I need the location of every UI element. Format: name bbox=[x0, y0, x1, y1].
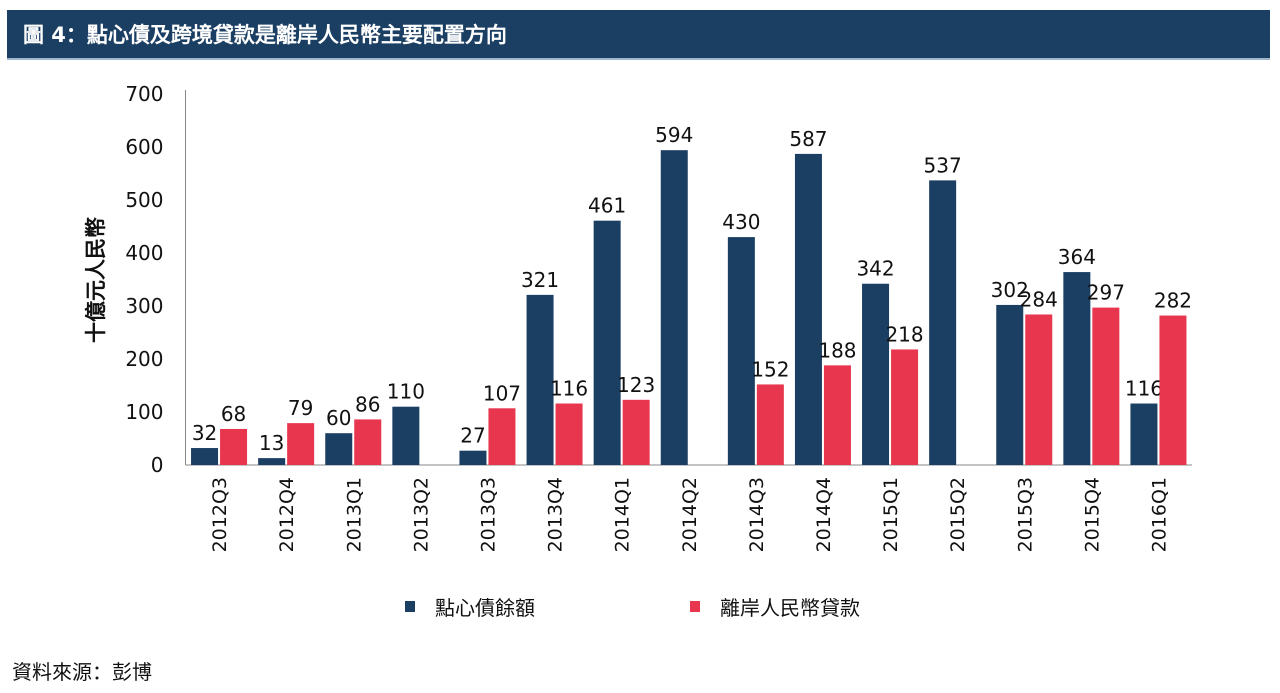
bar-offshore-loan bbox=[488, 408, 516, 465]
bar-offshore-loan bbox=[622, 399, 650, 465]
bar-dimsum-bond bbox=[258, 458, 286, 465]
bar-dimsum-bond bbox=[1063, 272, 1091, 465]
source-note: 資料來源：彭博 bbox=[12, 660, 152, 684]
bar-offshore-loan bbox=[287, 423, 315, 465]
data-label: 364 bbox=[1058, 245, 1096, 269]
bar-dimsum-bond bbox=[996, 304, 1024, 465]
y-tick-label: 600 bbox=[125, 135, 163, 159]
y-tick-label: 700 bbox=[125, 82, 163, 106]
data-label: 461 bbox=[588, 194, 626, 218]
x-tick-label: 2015Q4 bbox=[1081, 477, 1103, 552]
figure-title: 圖 4：點心債及跨境貸款是離岸人民幣主要配置方向 bbox=[7, 10, 1270, 60]
x-tick-label: 2014Q2 bbox=[679, 477, 701, 552]
x-tick-label: 2013Q3 bbox=[477, 477, 499, 552]
legend-swatch bbox=[690, 601, 700, 612]
y-tick-label: 300 bbox=[125, 294, 163, 318]
bar-dimsum-bond bbox=[325, 433, 353, 465]
data-label: 302 bbox=[991, 278, 1029, 302]
data-label: 27 bbox=[460, 424, 485, 448]
data-label: 218 bbox=[885, 322, 923, 346]
data-label: 594 bbox=[655, 123, 693, 147]
bar-dimsum-bond bbox=[727, 237, 755, 465]
data-label: 342 bbox=[856, 257, 894, 281]
x-tick-label: 2013Q1 bbox=[343, 477, 365, 552]
x-tick-label: 2014Q1 bbox=[612, 477, 634, 552]
bar-offshore-loan bbox=[823, 365, 851, 465]
data-label: 537 bbox=[924, 153, 962, 177]
data-label: 284 bbox=[1020, 287, 1058, 311]
data-label: 587 bbox=[789, 127, 827, 151]
data-label: 116 bbox=[1125, 377, 1163, 401]
data-label: 116 bbox=[550, 377, 588, 401]
y-tick-label: 0 bbox=[151, 453, 164, 477]
x-tick-label: 2015Q2 bbox=[947, 477, 969, 552]
data-label: 79 bbox=[288, 396, 313, 420]
x-tick-label: 2012Q4 bbox=[276, 477, 298, 552]
bar-dimsum-bond bbox=[526, 294, 554, 465]
x-tick-label: 2013Q2 bbox=[410, 477, 432, 552]
data-label: 86 bbox=[355, 392, 380, 416]
bar-offshore-loan bbox=[555, 403, 583, 465]
data-label: 110 bbox=[387, 380, 425, 404]
bar-offshore-loan bbox=[891, 349, 919, 465]
bar-dimsum-bond bbox=[929, 180, 957, 465]
x-tick-label: 2015Q3 bbox=[1014, 477, 1036, 552]
data-label: 68 bbox=[221, 402, 246, 426]
bar-offshore-loan bbox=[756, 384, 784, 465]
data-label: 13 bbox=[259, 431, 284, 455]
bar-dimsum-bond bbox=[191, 448, 219, 465]
bar-dimsum-bond bbox=[392, 406, 420, 465]
data-label: 60 bbox=[326, 406, 351, 430]
y-tick-label: 500 bbox=[125, 188, 163, 212]
bar-offshore-loan bbox=[220, 428, 248, 465]
data-label: 123 bbox=[617, 373, 655, 397]
bar-dimsum-bond bbox=[862, 283, 890, 465]
x-tick-label: 2016Q1 bbox=[1148, 477, 1170, 552]
y-tick-label: 100 bbox=[125, 400, 163, 424]
data-label: 188 bbox=[818, 338, 856, 362]
data-label: 282 bbox=[1154, 289, 1192, 313]
bar-dimsum-bond bbox=[1130, 403, 1158, 465]
bar-offshore-loan bbox=[354, 419, 382, 465]
data-label: 152 bbox=[751, 357, 789, 381]
y-tick-label: 200 bbox=[125, 347, 163, 371]
bar-offshore-loan bbox=[1025, 314, 1053, 465]
y-tick-label: 400 bbox=[125, 241, 163, 265]
x-tick-label: 2013Q4 bbox=[545, 477, 567, 552]
x-tick-label: 2014Q4 bbox=[813, 477, 835, 552]
x-tick-label: 2015Q1 bbox=[880, 477, 902, 552]
x-tick-label: 2012Q3 bbox=[209, 477, 231, 552]
bar-offshore-loan bbox=[1159, 315, 1187, 465]
data-label: 107 bbox=[483, 381, 521, 405]
bar-dimsum-bond bbox=[459, 450, 487, 465]
data-label: 430 bbox=[722, 210, 760, 234]
legend-swatch bbox=[405, 601, 415, 612]
y-axis-label: 十億元人民幣 bbox=[84, 217, 108, 343]
legend-label: 點心債餘額 bbox=[435, 596, 535, 620]
data-label: 32 bbox=[192, 421, 217, 445]
bar-dimsum-bond bbox=[593, 220, 621, 465]
data-label: 321 bbox=[521, 268, 559, 292]
bar-dimsum-bond bbox=[660, 150, 688, 465]
bar-offshore-loan bbox=[1092, 307, 1120, 465]
legend-label: 離岸人民幣貸款 bbox=[720, 596, 860, 620]
bar-dimsum-bond bbox=[794, 153, 822, 465]
x-tick-label: 2014Q3 bbox=[746, 477, 768, 552]
data-label: 297 bbox=[1087, 281, 1125, 305]
